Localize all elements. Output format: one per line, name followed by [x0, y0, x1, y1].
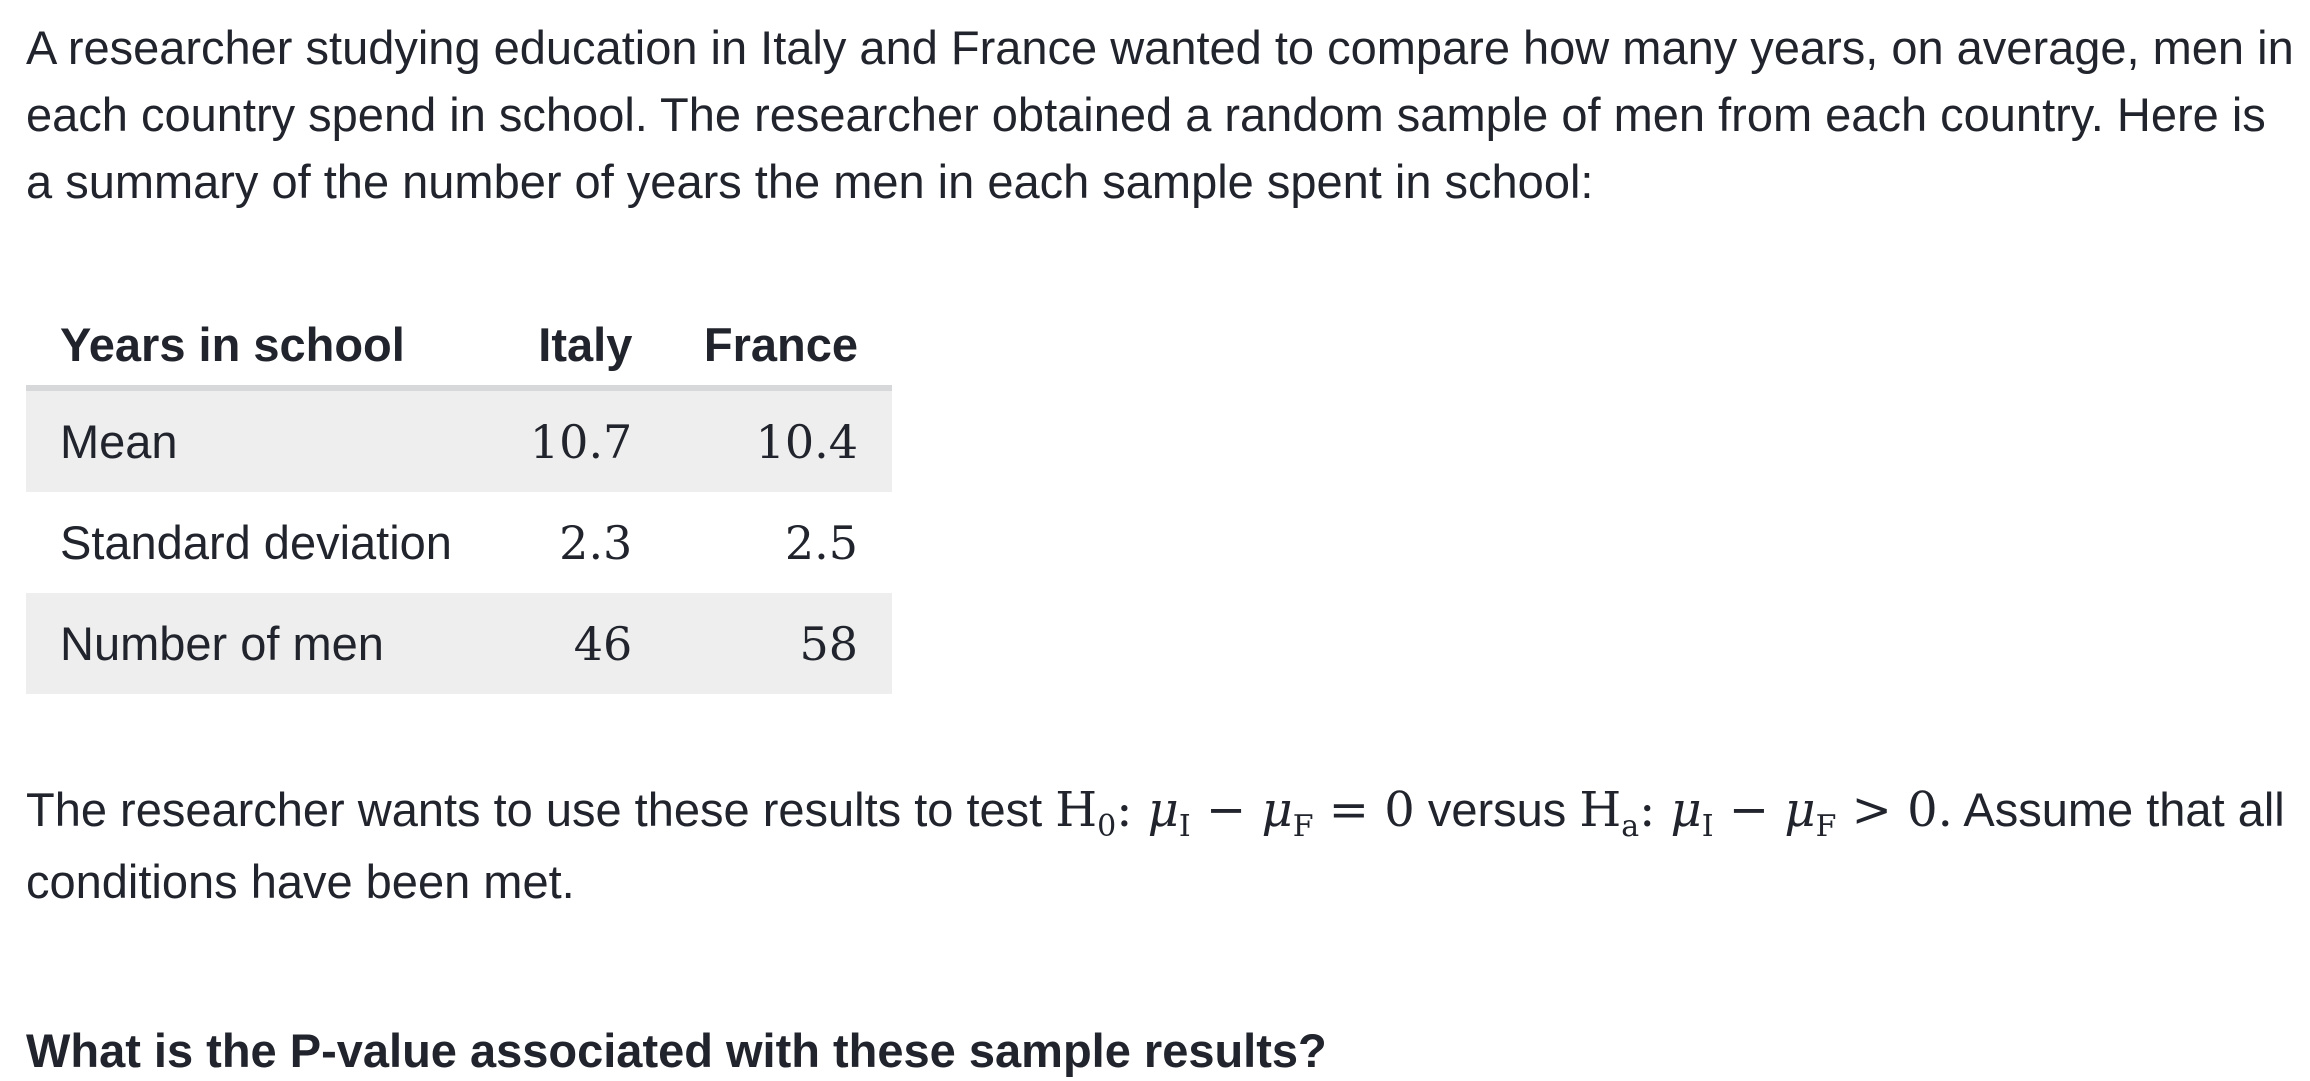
hypothesis-statement: The researcher wants to use these result…	[26, 774, 2296, 917]
summary-table: Years in school Italy France Mean 10.7 1…	[26, 303, 892, 694]
cell-france-sd: 2.5	[784, 515, 858, 570]
cell-italy-mean: 10.7	[493, 388, 667, 492]
table-row-standard-deviation: Standard deviation 2.3 2.5	[26, 492, 892, 593]
alternative-hypothesis-formula: Ha: μI − μF > 0.	[1579, 782, 1953, 844]
table-header-row: Years in school Italy France	[26, 303, 892, 391]
null-hypothesis-formula: H0: μI − μF = 0	[1055, 782, 1415, 844]
table-row-mean: Mean 10.7 10.4	[26, 388, 892, 492]
cell-france-mean: 10.4	[666, 388, 892, 492]
header-years-in-school: Years in school	[26, 303, 494, 391]
cell-italy-n: 46	[493, 593, 667, 694]
row-label: Standard deviation	[60, 516, 452, 569]
cell-france-n: 58	[666, 593, 892, 694]
hypothesis-lead: The researcher wants to use these result…	[26, 783, 1056, 836]
table-row-number-of-men: Number of men 46 58	[26, 593, 892, 694]
summary-table-container: Years in school Italy France Mean 10.7 1…	[26, 303, 892, 694]
row-label: Mean	[26, 388, 494, 492]
question-prompt: What is the P-value associated with thes…	[26, 1024, 1327, 1077]
problem-content: A researcher studying education in Italy…	[26, 14, 2296, 1081]
header-italy: Italy	[493, 303, 667, 391]
row-label: Number of men	[26, 593, 494, 694]
hypothesis-tail: Assume that all conditions have been met…	[26, 783, 2285, 908]
cell-italy-sd: 2.3	[559, 515, 633, 570]
header-france: France	[666, 303, 892, 391]
hypothesis-versus: versus	[1414, 783, 1580, 836]
problem-intro: A researcher studying education in Italy…	[26, 21, 2294, 208]
